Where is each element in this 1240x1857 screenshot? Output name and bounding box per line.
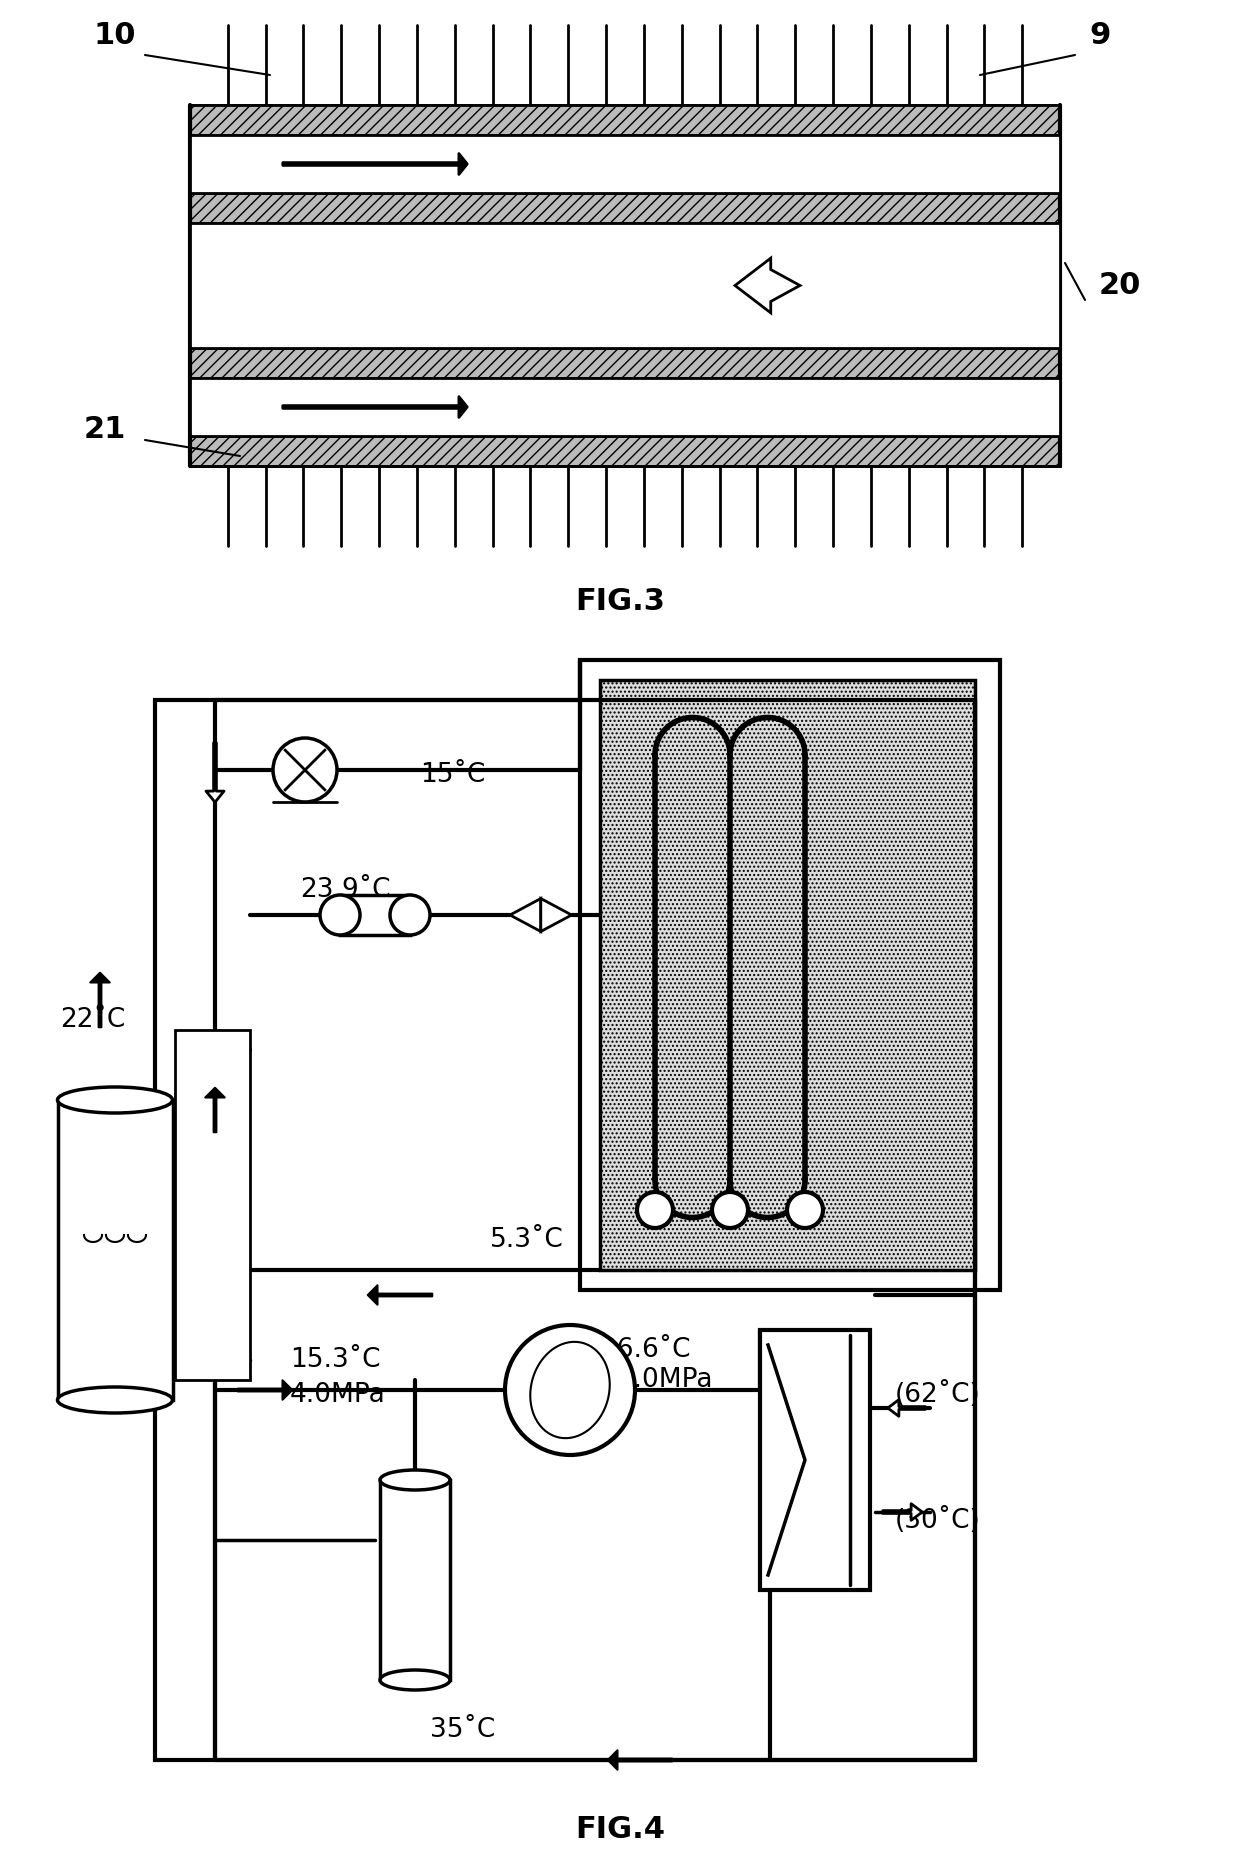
- Bar: [190, 106, 1060, 136]
- Bar: [58, 1099, 174, 1400]
- Text: FIG.3: FIG.3: [575, 587, 665, 615]
- Text: 22˚C: 22˚C: [60, 1006, 125, 1032]
- Text: 20: 20: [1099, 271, 1141, 299]
- Polygon shape: [541, 899, 572, 932]
- Circle shape: [391, 895, 430, 936]
- Bar: [175, 1031, 250, 1380]
- Text: 35˚C: 35˚C: [430, 1718, 495, 1744]
- Ellipse shape: [379, 1471, 450, 1489]
- Bar: [190, 223, 1060, 347]
- Text: 15˚C: 15˚C: [420, 761, 485, 787]
- Bar: [155, 700, 975, 1760]
- Circle shape: [505, 1326, 635, 1456]
- Ellipse shape: [57, 1086, 172, 1112]
- Circle shape: [787, 1192, 823, 1227]
- Text: (62˚C): (62˚C): [895, 1382, 981, 1408]
- Bar: [190, 347, 1060, 379]
- Bar: [190, 193, 1060, 223]
- Circle shape: [320, 895, 360, 936]
- Text: 5.3˚C: 5.3˚C: [490, 1227, 564, 1253]
- Polygon shape: [510, 899, 541, 932]
- Text: 21: 21: [84, 416, 126, 444]
- Circle shape: [712, 1192, 748, 1227]
- Text: 10.0MPa: 10.0MPa: [600, 1367, 713, 1393]
- Circle shape: [637, 1192, 673, 1227]
- Bar: [190, 436, 1060, 466]
- Ellipse shape: [57, 1387, 172, 1413]
- Text: 96.6˚C: 96.6˚C: [600, 1337, 691, 1363]
- Bar: [190, 136, 1060, 193]
- Bar: [600, 680, 975, 1270]
- Circle shape: [273, 737, 337, 802]
- Polygon shape: [735, 258, 800, 312]
- Text: FIG.4: FIG.4: [575, 1816, 665, 1844]
- Ellipse shape: [379, 1669, 450, 1690]
- Bar: [340, 895, 410, 936]
- Bar: [760, 1330, 870, 1590]
- Ellipse shape: [531, 1343, 610, 1437]
- Text: 23.9˚C: 23.9˚C: [300, 877, 391, 903]
- Text: 10: 10: [94, 20, 136, 50]
- Text: (30˚C): (30˚C): [895, 1506, 981, 1534]
- Text: 15.3˚C: 15.3˚C: [290, 1346, 381, 1372]
- Bar: [580, 659, 999, 1291]
- Text: 9: 9: [1089, 20, 1111, 50]
- Bar: [379, 1480, 450, 1681]
- Bar: [190, 379, 1060, 436]
- Text: 4.0MPa: 4.0MPa: [290, 1382, 386, 1408]
